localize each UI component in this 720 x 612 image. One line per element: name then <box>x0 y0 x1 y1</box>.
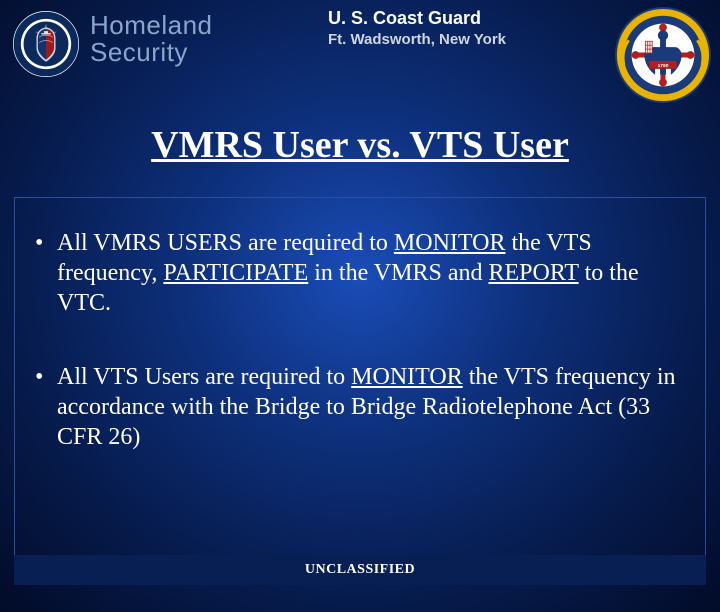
classification-footer: UNCLASSIFIED <box>14 555 706 585</box>
dhs-wordmark-line1: Homeland <box>90 12 213 39</box>
slide-title: VMRS User vs. VTS User <box>0 123 720 167</box>
header-org: U. S. Coast Guard <box>328 8 506 29</box>
slide-header: Homeland Security U. S. Coast Guard Ft. … <box>0 0 720 103</box>
classification-label: UNCLASSIFIED <box>305 562 415 578</box>
bullet-marker: • <box>33 362 57 452</box>
content-box: • All VMRS USERS are required to MONITOR… <box>14 197 706 585</box>
bullet-item: • All VMRS USERS are required to MONITOR… <box>33 228 687 318</box>
header-location: Ft. Wadsworth, New York <box>328 31 506 48</box>
bullet-text: All VMRS USERS are required to MONITOR t… <box>57 228 687 318</box>
bullet-text: All VTS Users are required to MONITOR th… <box>57 362 687 452</box>
svg-text:1790: 1790 <box>658 63 669 69</box>
bullet-marker: • <box>33 228 57 318</box>
uscg-seal-icon: 1790 <box>614 6 712 104</box>
dhs-wordmark-line2: Security <box>90 39 213 66</box>
dhs-wordmark: Homeland Security <box>90 12 213 67</box>
dhs-seal-icon <box>12 10 80 78</box>
bullet-item: • All VTS Users are required to MONITOR … <box>33 362 687 452</box>
slide: Homeland Security U. S. Coast Guard Ft. … <box>0 0 720 612</box>
header-center: U. S. Coast Guard Ft. Wadsworth, New Yor… <box>328 8 506 48</box>
